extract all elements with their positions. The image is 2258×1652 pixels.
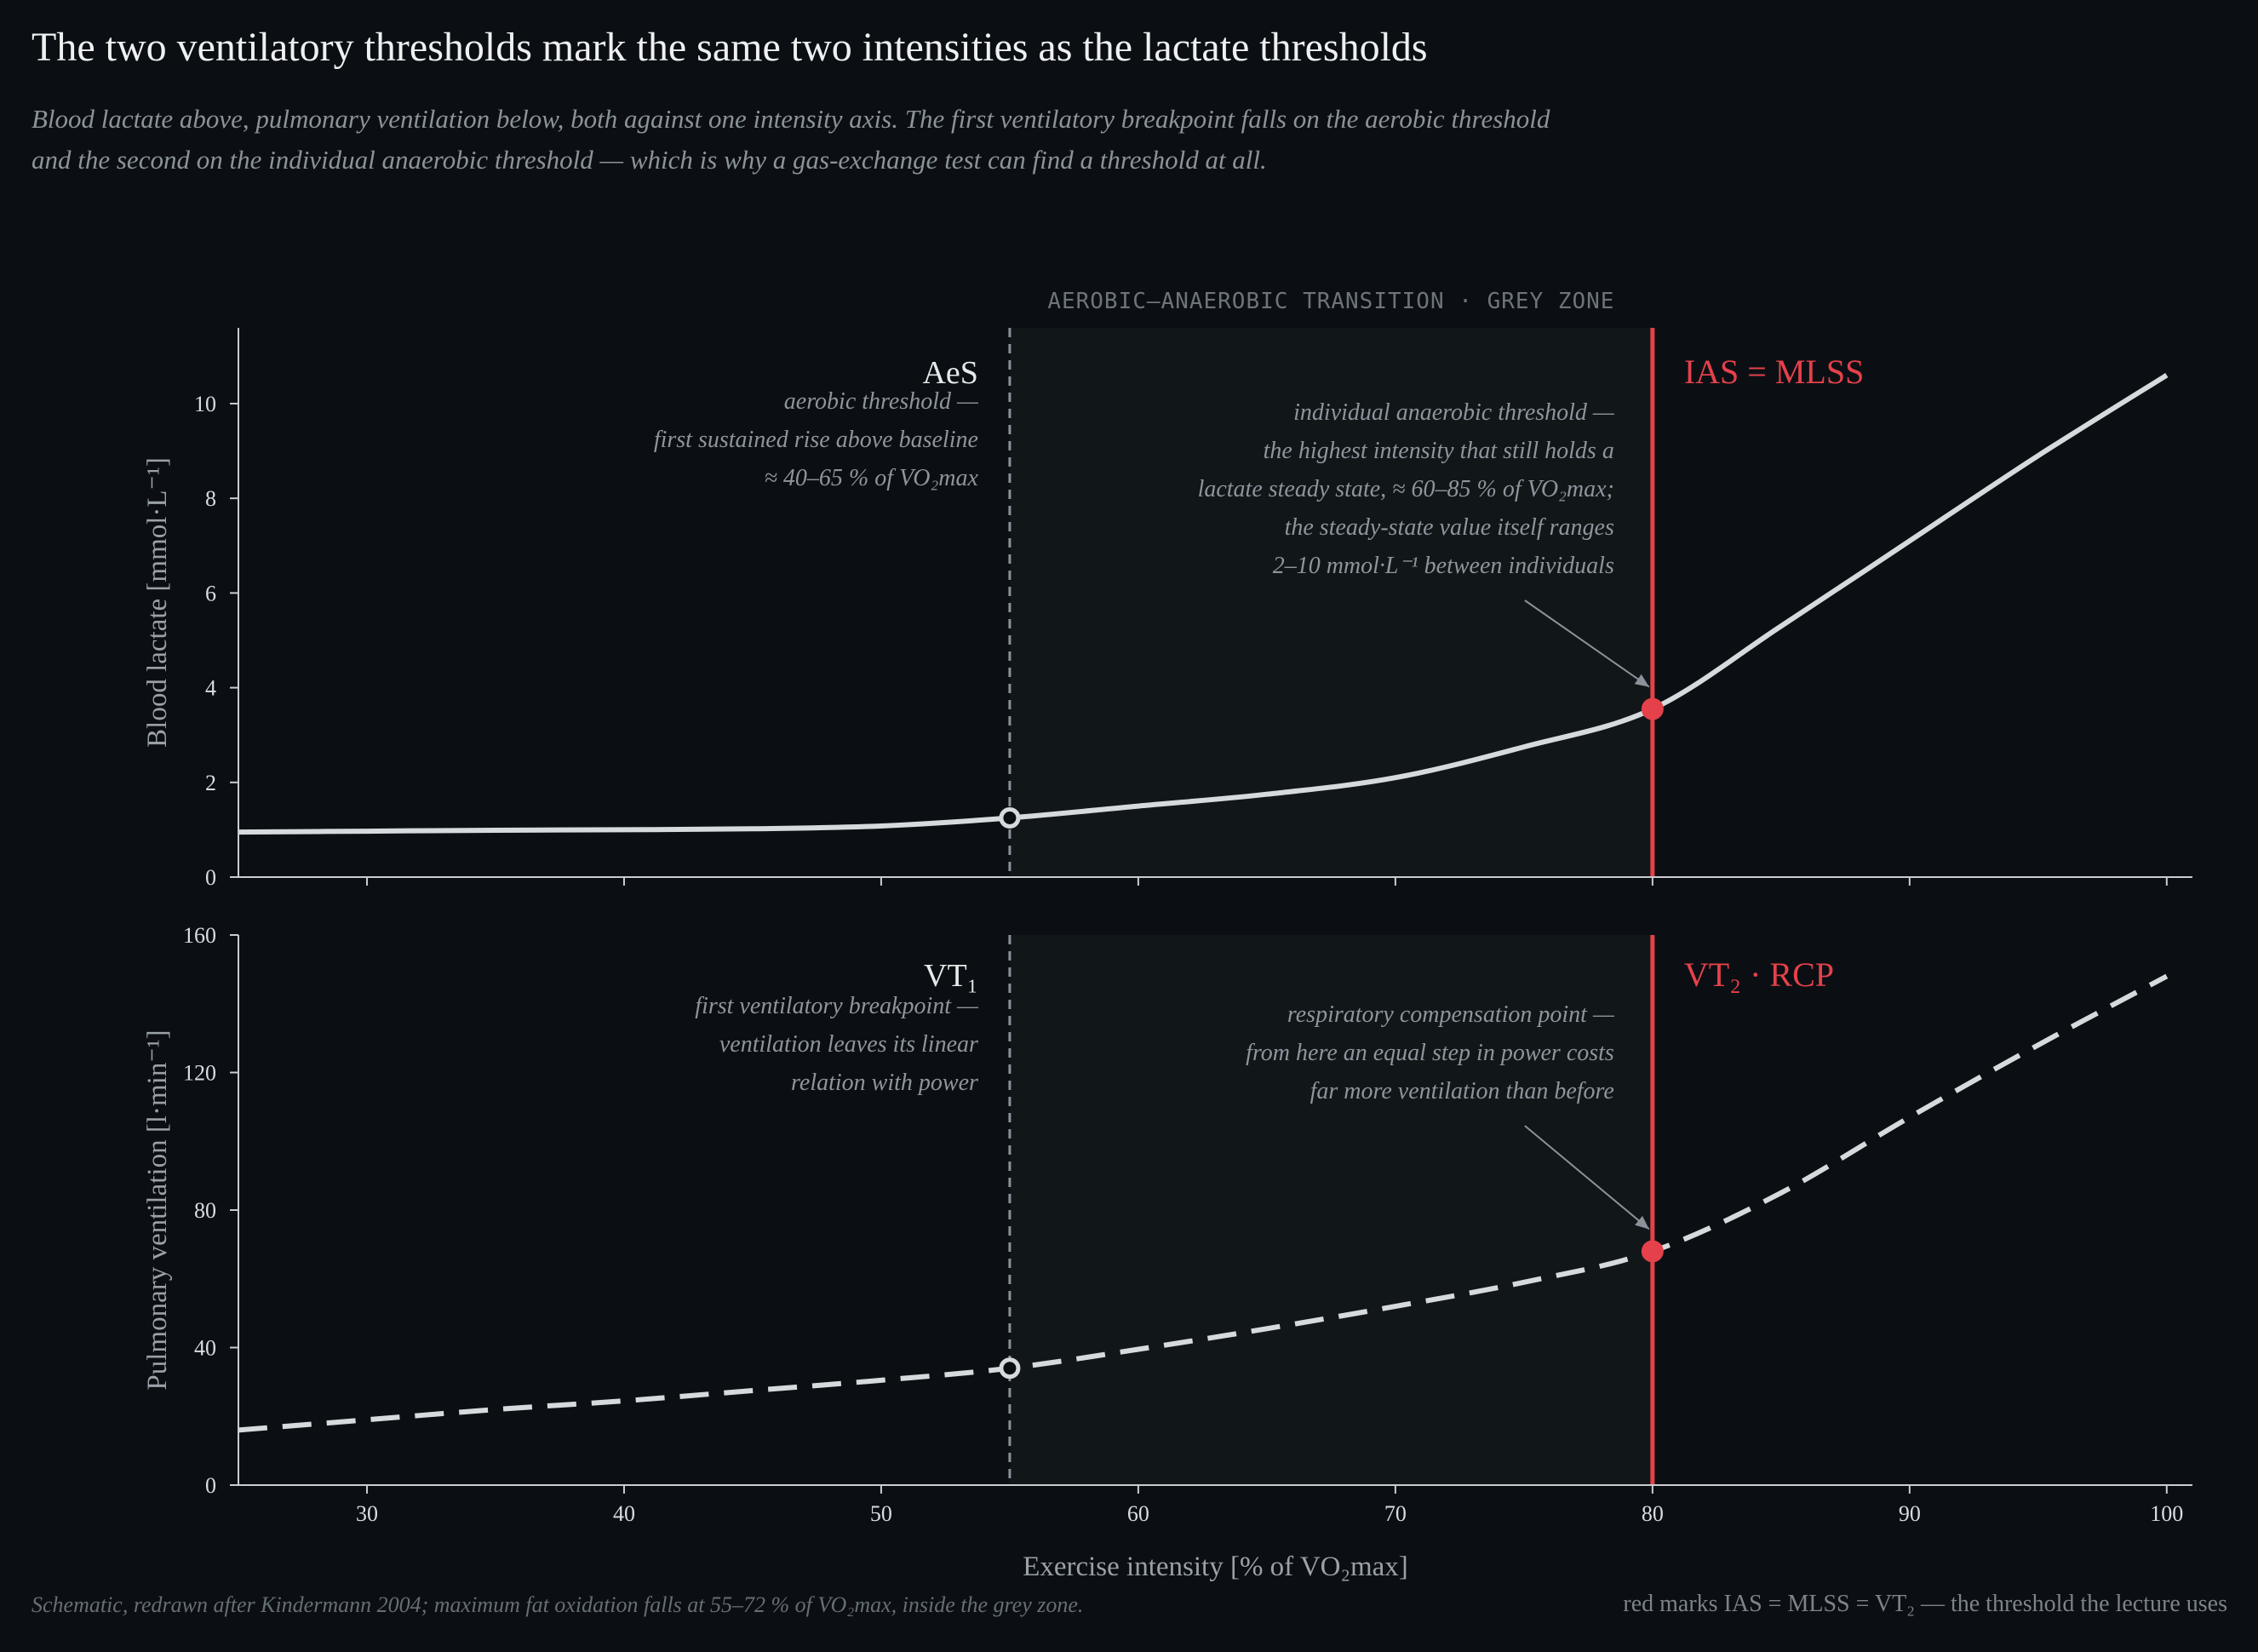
ventilation-panel: VT₁ VT₂ · RCP first ventilatory breakpoi… xyxy=(142,923,2192,1582)
y-tick-label: 4 xyxy=(205,676,216,701)
vt2-note-line: respiratory compensation point — xyxy=(1287,1001,1615,1028)
y-tick-label: 8 xyxy=(205,486,216,511)
x-tick-label: 70 xyxy=(1384,1501,1407,1526)
x-tick-label: 100 xyxy=(2150,1501,2183,1526)
vt1-label: VT₁ xyxy=(924,958,978,994)
chart-title: The two ventilatory thresholds mark the … xyxy=(32,25,1428,70)
y-tick-label: 0 xyxy=(205,865,216,890)
ias-annotation-arrow xyxy=(1524,599,1650,688)
ias-note: individual anaerobic threshold — the hig… xyxy=(1198,399,1615,579)
ventilation-curve xyxy=(238,973,2169,1433)
vt2-annotation-arrowhead xyxy=(1635,1215,1649,1230)
ias-annotation-arrowhead xyxy=(1634,674,1649,687)
vt1-marker xyxy=(999,1357,1021,1380)
aes-note-line: first sustained rise above baseline xyxy=(654,427,978,453)
x-axis-label: Exercise intensity [% of VO₂max] xyxy=(1023,1552,1408,1582)
ias-note-line: 2–10 mmol·L⁻¹ between individuals xyxy=(1273,553,1614,579)
vt1-note-line: first ventilatory breakpoint — xyxy=(695,993,979,1019)
vt2-label: VT₂ · RCP xyxy=(1684,955,1834,994)
lactate-curve xyxy=(238,373,2169,835)
ias-note-line: the highest intensity that still holds a xyxy=(1264,438,1614,464)
vt2-note: respiratory compensation point — from he… xyxy=(1246,1001,1615,1104)
ias-label: IAS = MLSS xyxy=(1684,353,1865,391)
y-tick-label: 6 xyxy=(205,581,216,605)
aes-note-line: aerobic threshold — xyxy=(784,388,979,415)
ias-marker xyxy=(1641,697,1664,720)
x-tick-label: 60 xyxy=(1127,1501,1149,1526)
legend-note: red marks IAS = MLSS = VT₂ — the thresho… xyxy=(1623,1591,2227,1617)
ias-note-line: lactate steady state, ≈ 60–85 % of VO₂ma… xyxy=(1198,476,1614,502)
aes-note-line: ≈ 40–65 % of VO₂max xyxy=(765,465,979,491)
x-tick-label: 40 xyxy=(613,1501,635,1526)
source-note: Schematic, redrawn after Kindermann 2004… xyxy=(32,1592,1084,1617)
y-axis-label-ventilation: Pulmonary ventilation [l·min⁻¹] xyxy=(142,1030,173,1390)
y-tick-label: 80 xyxy=(194,1198,216,1223)
y-tick-label: 40 xyxy=(194,1336,216,1361)
vt2-marker xyxy=(1641,1240,1664,1263)
y-tick-label: 0 xyxy=(205,1473,216,1498)
aes-label: AeS xyxy=(922,355,977,391)
aes-note: aerobic threshold — first sustained rise… xyxy=(654,388,979,491)
ias-note-line: the steady-state value itself ranges xyxy=(1285,514,1614,541)
y-axis-label-lactate: Blood lactate [mmol·L⁻¹] xyxy=(142,457,173,748)
grey-zone-band-bottom xyxy=(1009,935,1653,1485)
grey-zone-label: AEROBIC–ANAEROBIC TRANSITION · GREY ZONE xyxy=(1047,289,1614,314)
aes-marker xyxy=(999,806,1021,829)
x-tick-label: 90 xyxy=(1899,1501,1921,1526)
y-tick-label: 160 xyxy=(183,923,216,948)
y-tick-label: 10 xyxy=(194,392,216,416)
chart-subtitle: Blood lactate above, pulmonary ventilati… xyxy=(32,104,1550,175)
vt2-note-line: from here an equal step in power costs xyxy=(1246,1040,1614,1066)
x-tick-label: 50 xyxy=(870,1501,892,1526)
vt2-annotation-arrow xyxy=(1524,1125,1650,1230)
x-tick-label: 30 xyxy=(356,1501,378,1526)
vt2-note-line: far more ventilation than before xyxy=(1310,1078,1614,1104)
vt1-note: first ventilatory breakpoint — ventilati… xyxy=(695,993,979,1096)
vt1-note-line: ventilation leaves its linear xyxy=(719,1031,978,1058)
x-tick-label: 80 xyxy=(1642,1501,1664,1526)
y-tick-label: 2 xyxy=(205,771,216,795)
vt1-note-line: relation with power xyxy=(791,1070,978,1096)
ias-note-line: individual anaerobic threshold — xyxy=(1293,399,1615,426)
y-tick-label: 120 xyxy=(183,1061,216,1086)
lactate-panel: AEROBIC–ANAEROBIC TRANSITION · GREY ZONE… xyxy=(142,289,2192,890)
